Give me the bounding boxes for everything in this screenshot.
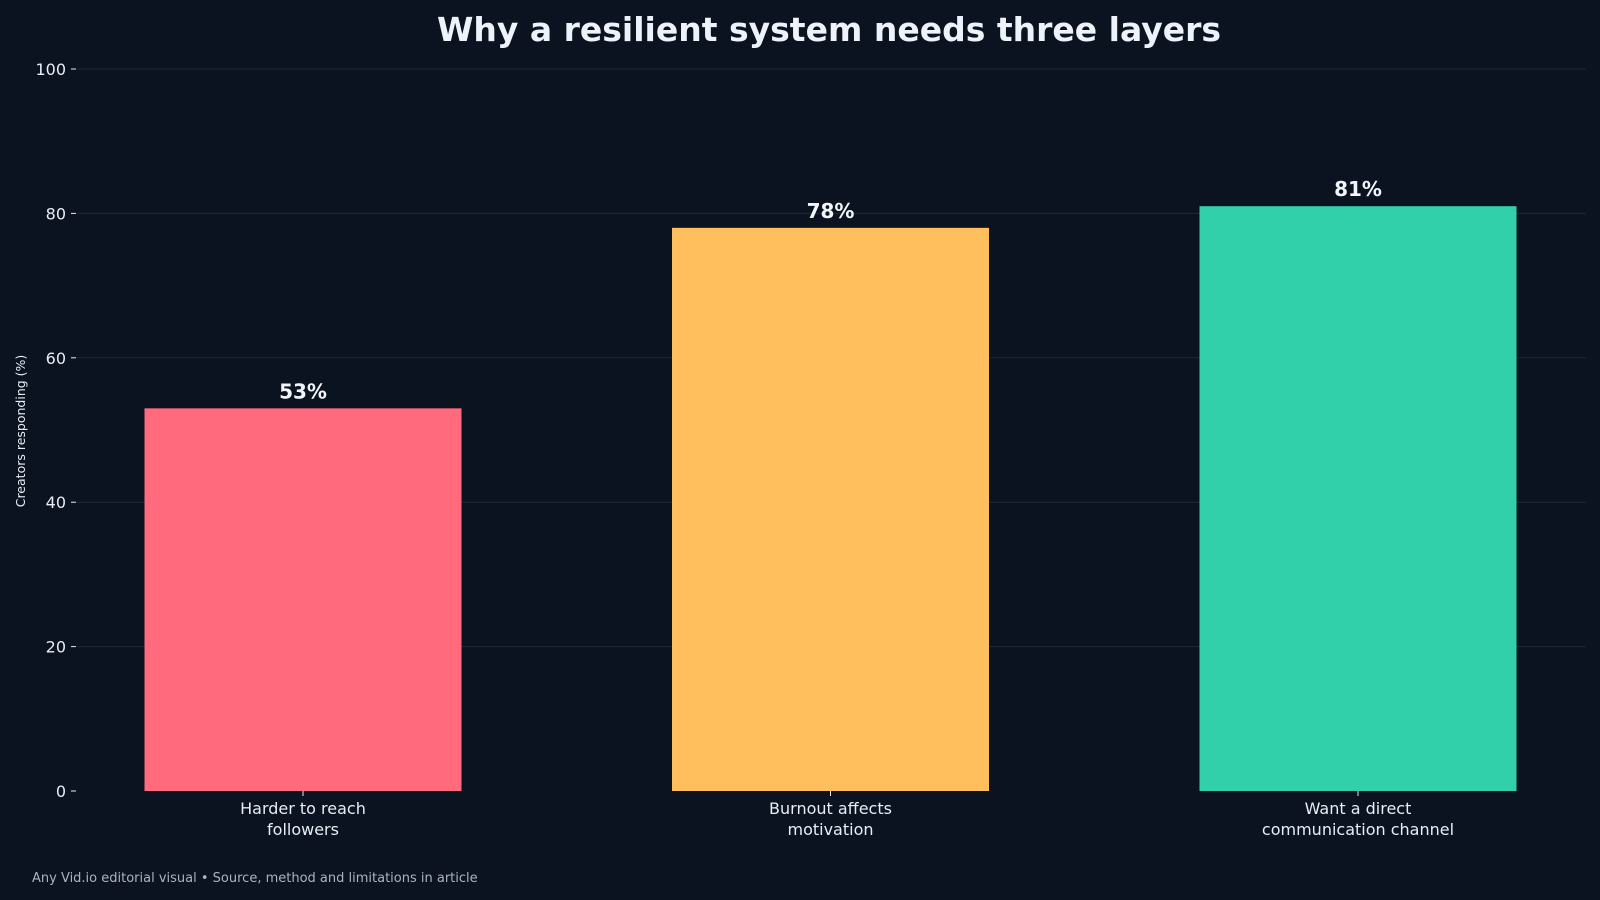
x-category-label-line: Harder to reach (240, 799, 366, 818)
data-labels: 53% 78% 81% (279, 177, 1382, 403)
footer-note: Any Vid.io editorial visual • Source, me… (32, 871, 478, 886)
x-category-label: Want a direct communication channel (1262, 799, 1454, 839)
y-axis: 0 20 40 60 80 100 (35, 60, 76, 801)
bars (144, 206, 1517, 792)
x-category-label-line: Burnout affects (769, 799, 892, 818)
y-tick-label: 80 (46, 204, 66, 223)
bar-value-label: 53% (279, 379, 327, 403)
x-category-label: Burnout affects motivation (769, 799, 892, 839)
y-tick-label: 40 (46, 493, 66, 512)
y-axis-label: Creators responding (%) (13, 355, 28, 508)
x-category-label: Harder to reach followers (240, 799, 366, 839)
bar (672, 227, 989, 792)
bar-value-label: 78% (807, 199, 855, 223)
y-tick-label: 20 (46, 638, 66, 657)
x-axis: Harder to reach followers Burnout affects m… (240, 791, 1454, 839)
x-category-label-line: communication channel (1262, 820, 1454, 839)
y-tick-label: 60 (46, 349, 66, 368)
chart-title: Why a resilient system needs three layer… (437, 10, 1221, 49)
x-category-label-line: motivation (787, 820, 873, 839)
bar (144, 408, 462, 791)
x-category-label-line: followers (267, 820, 339, 839)
y-tick-label: 100 (35, 60, 66, 79)
bar-value-label: 81% (1334, 177, 1382, 201)
bar (1199, 206, 1517, 791)
y-tick-label: 0 (56, 782, 66, 801)
x-category-label-line: Want a direct (1305, 799, 1412, 818)
